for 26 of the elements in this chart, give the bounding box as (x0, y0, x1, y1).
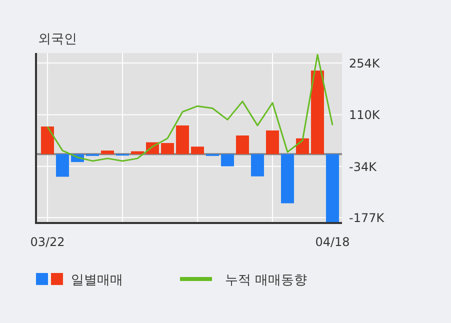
bar (221, 154, 234, 166)
bar (161, 143, 174, 154)
x-tick-label: 03/22 (30, 235, 65, 249)
y-tick-label: -34K (349, 160, 378, 174)
bar (101, 150, 114, 154)
line-series (46, 54, 334, 162)
legend-item: 일별매매 (36, 273, 123, 288)
bar (191, 146, 204, 154)
bar (296, 138, 309, 154)
y-tick-label: 110K (349, 108, 381, 122)
legend-label: 일별매매 (71, 273, 123, 288)
y-tick-label: 254K (349, 56, 381, 71)
chart-title: 외국인 (38, 32, 77, 47)
bar (236, 135, 249, 154)
bar (56, 154, 69, 177)
x-tick-label: 04/18 (315, 235, 350, 249)
bar (281, 154, 294, 204)
bar (176, 125, 189, 154)
bar (311, 70, 324, 154)
legend-label: 누적 매매동향 (225, 273, 308, 288)
bar (326, 154, 339, 222)
bar (266, 130, 279, 154)
bar (251, 154, 264, 176)
legend-item: 누적 매매동향 (180, 273, 308, 288)
y-tick-label: -177K (349, 211, 386, 226)
bar (41, 126, 54, 154)
